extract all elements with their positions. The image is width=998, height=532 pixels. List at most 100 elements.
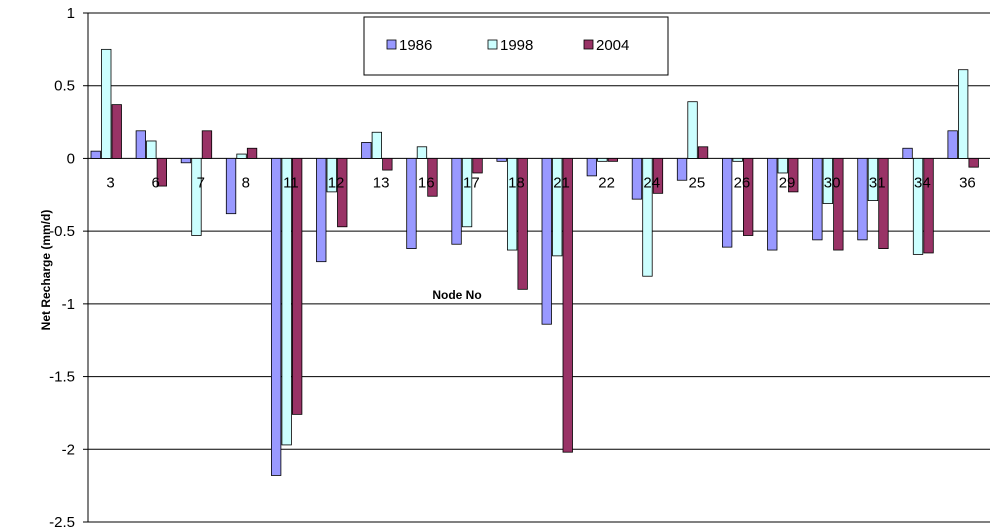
y-tick-label: 0.5 <box>54 78 75 95</box>
bar-2004-13 <box>382 158 393 171</box>
y-tick-label: -2 <box>62 441 75 458</box>
x-tick-label: 3 <box>106 174 114 191</box>
bar-2004-11 <box>291 158 303 415</box>
bar-2004-7 <box>201 130 213 159</box>
x-tick-label: 12 <box>328 174 345 191</box>
bar-1986-36 <box>947 130 958 159</box>
bar-1998-26 <box>732 158 743 162</box>
y-tick-label: -2.5 <box>49 514 75 531</box>
bar-1998-36 <box>958 69 969 159</box>
x-tick-label: 16 <box>418 174 435 191</box>
bar-1998-30 <box>822 158 833 204</box>
bar-1998-22 <box>597 158 608 162</box>
bar-1998-6 <box>146 140 157 159</box>
bar-1998-24 <box>642 158 653 277</box>
x-tick-label: 34 <box>914 174 931 191</box>
legend-swatch-1986 <box>386 39 397 50</box>
bar-1986-12 <box>316 158 327 263</box>
bar-1986-31 <box>857 158 868 241</box>
bar-1986-7 <box>180 158 192 164</box>
bar-1986-25 <box>676 158 688 181</box>
bar-2004-24 <box>652 158 664 194</box>
bar-1986-16 <box>406 158 417 249</box>
x-tick-label: 13 <box>373 174 390 191</box>
bar-2004-8 <box>246 147 258 159</box>
bar-1998-21 <box>552 158 563 257</box>
x-tick-label: 36 <box>959 174 976 191</box>
x-tick-label: 18 <box>508 174 525 191</box>
bar-1986-26 <box>722 158 733 248</box>
bars <box>90 48 979 476</box>
bar-2004-29 <box>788 158 799 193</box>
bar-1986-8 <box>225 158 237 215</box>
bar-2004-3 <box>111 104 122 159</box>
bar-1986-22 <box>586 158 597 177</box>
bar-2004-22 <box>607 158 618 162</box>
x-tick-label: 29 <box>779 174 796 191</box>
bar-1986-13 <box>361 142 372 159</box>
x-tick-label: 6 <box>151 174 159 191</box>
bar-1998-18 <box>506 158 518 251</box>
bar-2004-25 <box>697 146 709 159</box>
bar-1986-34 <box>902 147 913 159</box>
x-axis-title: Node No <box>432 288 481 302</box>
bar-1986-21 <box>541 158 552 325</box>
bar-1998-7 <box>191 158 202 236</box>
legend-label-2004: 2004 <box>596 37 629 54</box>
x-tick-label: 26 <box>734 174 751 191</box>
x-tick-label: 7 <box>197 174 205 191</box>
bar-1986-29 <box>767 158 778 251</box>
bar-2004-6 <box>156 158 168 187</box>
bar-2004-31 <box>878 158 889 249</box>
x-tick-label: 21 <box>553 174 570 191</box>
legend-box <box>363 16 669 76</box>
bar-1998-25 <box>687 101 698 159</box>
bar-2004-12 <box>337 158 348 228</box>
legend-label-1986: 1986 <box>399 37 432 54</box>
axes <box>83 12 89 523</box>
bar-2004-17 <box>472 158 483 174</box>
y-tick-label: 1 <box>67 5 75 22</box>
bar-1986-17 <box>451 158 462 245</box>
bar-1998-8 <box>236 153 247 159</box>
bar-1998-12 <box>326 158 337 193</box>
bar-1986-3 <box>90 150 101 159</box>
bar-1986-18 <box>496 158 507 162</box>
bar-2004-36 <box>968 158 979 168</box>
bar-1986-24 <box>631 158 643 200</box>
legend: 1986 1998 2004 <box>363 16 669 76</box>
y-tick-label: -1 <box>62 296 75 313</box>
gridlines <box>88 12 990 523</box>
y-axis-title: Net Recharge (mm/d) <box>39 210 53 331</box>
x-tick-label: 25 <box>689 174 706 191</box>
x-tick-label: 30 <box>824 174 841 191</box>
bar-2004-26 <box>743 158 754 236</box>
bar-2004-16 <box>427 158 438 197</box>
x-tick-label: 22 <box>598 174 615 191</box>
bar-2004-34 <box>923 158 934 254</box>
bar-1998-11 <box>281 158 292 446</box>
bar-1998-31 <box>867 158 879 202</box>
legend-swatch-2004 <box>583 39 594 50</box>
y-tick-label: -0.5 <box>49 223 75 240</box>
bar-2004-30 <box>833 158 844 251</box>
bar-1986-6 <box>135 130 147 159</box>
x-tick-label: 31 <box>869 174 886 191</box>
bar-1998-13 <box>371 131 383 159</box>
y-tick-label: -1.5 <box>49 369 75 386</box>
bar-1998-16 <box>416 146 428 159</box>
bar-1998-17 <box>461 158 473 228</box>
bar-1986-11 <box>270 158 282 476</box>
bar-2004-18 <box>517 158 528 290</box>
x-tick-label: 24 <box>643 174 660 191</box>
bar-1998-3 <box>101 48 112 159</box>
axis-labels: 10.50-0.5-1-1.5-2-2.53 6 7 8 11 12 13 16 17 18 21 2… <box>49 5 976 531</box>
y-tick-label: 0 <box>67 150 75 167</box>
x-tick-label: 8 <box>242 174 250 191</box>
x-tick-label: 11 <box>283 174 299 191</box>
legend-label-1998: 1998 <box>500 37 533 54</box>
bar-1998-34 <box>912 158 924 255</box>
legend-swatch-1998 <box>487 39 498 50</box>
bar-1998-29 <box>777 158 788 174</box>
